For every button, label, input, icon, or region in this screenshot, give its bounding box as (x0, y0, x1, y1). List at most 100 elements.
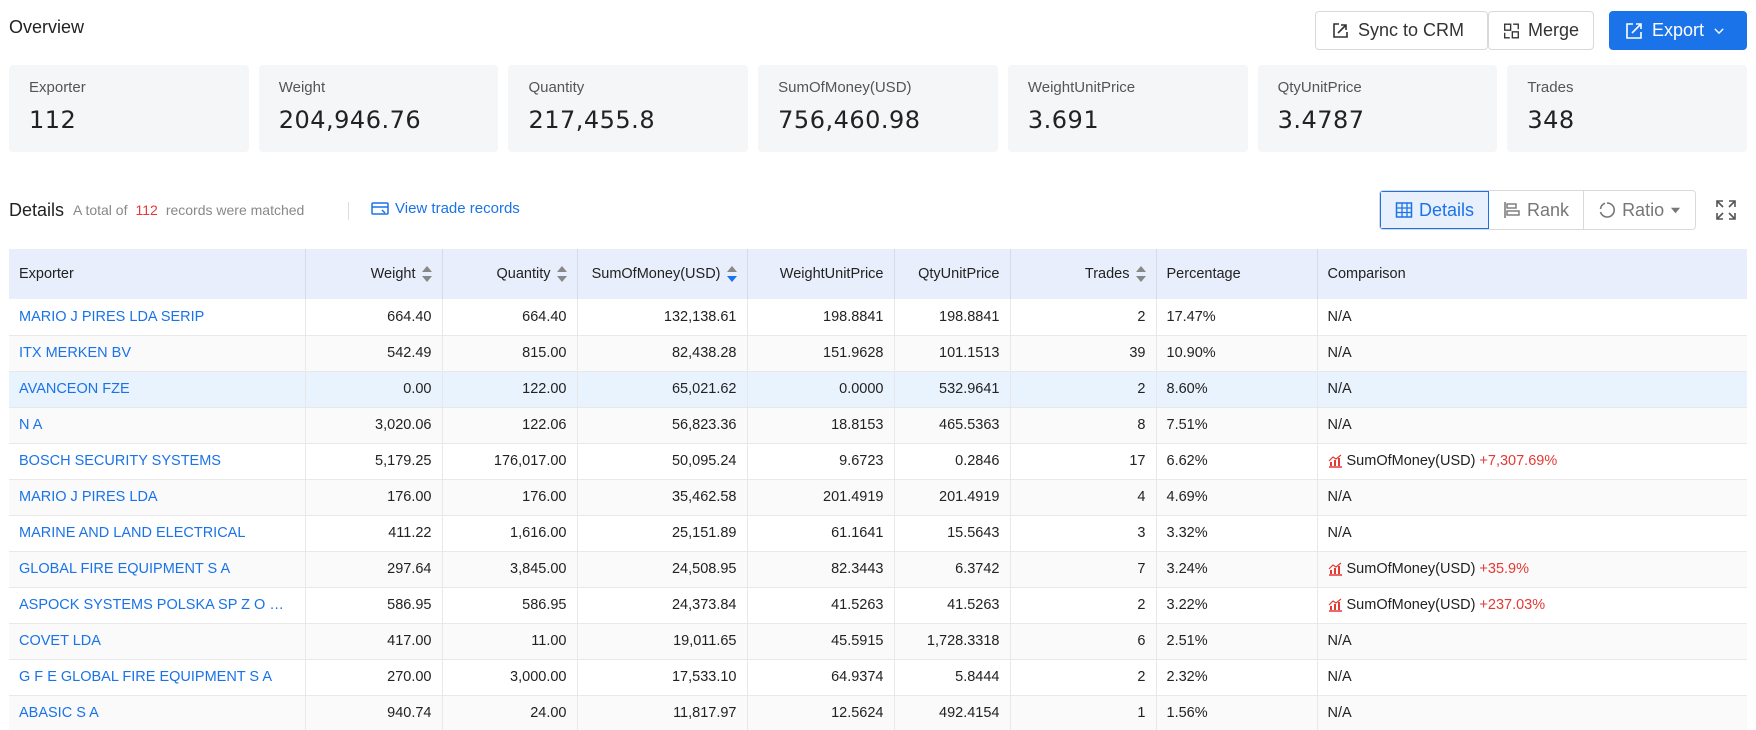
cell-quantity: 24.00 (442, 695, 578, 730)
view-ratio-button[interactable]: Ratio (1584, 191, 1696, 229)
cell-quantity: 3,845.00 (442, 551, 578, 588)
cell-weight: 270.00 (305, 659, 443, 696)
records-summary: A total of 112 records were matched (73, 202, 304, 218)
stat-value: 217,455.8 (528, 106, 656, 134)
cell-qtyunitprice: 198.8841 (894, 299, 1011, 336)
cell-percentage: 6.62% (1156, 443, 1318, 480)
cell-comparison: SumOfMoney(USD) +7,307.69% (1317, 443, 1747, 480)
view-switcher: Details Rank Ratio (1379, 190, 1697, 230)
stat-value: 3.691 (1027, 106, 1100, 134)
divider (348, 202, 349, 220)
cell-sumofmoney-usd: 25,151.89 (577, 515, 748, 552)
stat-weight-unit-price: WeightUnitPrice 3.691 (1007, 65, 1248, 152)
cell-comparison: N/A (1317, 407, 1747, 444)
table-row[interactable]: MARIO J PIRES LDA SERIP 664.40 664.40 132,1… (9, 299, 1747, 336)
view-rank-button[interactable]: Rank (1489, 191, 1585, 229)
sort-desc-icon[interactable] (726, 266, 737, 283)
table-row[interactable]: MARINE AND LAND ELECTRICAL 411.22 1,616.00… (9, 515, 1747, 552)
sort-icon[interactable] (421, 266, 432, 283)
table-row[interactable]: GLOBAL FIRE EQUIPMENT S A 297.64 3,845.00 2… (9, 551, 1747, 588)
stats-row: Exporter 112 Weight 204,946.76 Quantity … (9, 65, 1748, 152)
stat-value: 756,460.98 (778, 106, 921, 134)
cell-trades: 2 (1010, 587, 1157, 624)
cell-sumofmoney-usd: 24,508.95 (577, 551, 748, 588)
export-icon (1626, 22, 1642, 39)
stat-exporter: Exporter 112 (9, 65, 249, 152)
view-details-label: Details (1419, 199, 1475, 220)
comparison-metric: SumOfMoney(USD) (1346, 561, 1476, 577)
cell-sumofmoney-usd: 17,533.10 (577, 659, 748, 696)
sort-icon[interactable] (1135, 266, 1146, 283)
col-quantity[interactable]: Quantity (442, 249, 578, 299)
stat-label: QtyUnitPrice (1277, 79, 1362, 96)
cell-weightunitprice: 82.3443 (747, 551, 895, 588)
table-row[interactable]: BOSCH SECURITY SYSTEMS 5,179.25 176,017.00… (9, 443, 1747, 480)
cell-trades: 6 (1010, 623, 1157, 660)
sort-icon[interactable] (556, 266, 567, 283)
exporter-link[interactable]: MARIO J PIRES LDA (9, 479, 306, 516)
table-row[interactable]: MARIO J PIRES LDA 176.00 176.00 35,462.58 20… (9, 479, 1747, 516)
exporter-link[interactable]: ITX MERKEN BV (9, 335, 306, 372)
stat-label: Quantity (528, 79, 585, 96)
table-row[interactable]: ITX MERKEN BV 542.49 815.00 82,438.28 151.96… (9, 335, 1747, 372)
stat-value: 112 (29, 106, 77, 134)
table-body: MARIO J PIRES LDA SERIP 664.40 664.40 132,1… (9, 299, 1747, 730)
exporter-link[interactable]: ASPOCK SYSTEMS POLSKA SP Z O O UL BY... (9, 587, 306, 624)
details-bar: Details A total of 112 records were matche… (9, 190, 1747, 230)
cell-quantity: 586.95 (442, 587, 578, 624)
cell-comparison: SumOfMoney(USD) +237.03% (1317, 587, 1747, 624)
col-percentage: Percentage (1156, 249, 1318, 299)
cell-comparison: N/A (1317, 371, 1747, 408)
export-button[interactable]: Export (1609, 11, 1747, 50)
cell-trades: 8 (1010, 407, 1157, 444)
cell-qtyunitprice: 101.1513 (894, 335, 1011, 372)
cell-comparison: N/A (1317, 695, 1747, 730)
comparison-change: +35.9% (1479, 561, 1530, 577)
col-qty-unit-price: QtyUnitPrice (894, 249, 1011, 299)
view-rank-label: Rank (1527, 199, 1570, 220)
caret-down-icon (1671, 207, 1681, 213)
col-trades[interactable]: Trades (1010, 249, 1157, 299)
view-details-button[interactable]: Details (1380, 191, 1490, 229)
exporter-link[interactable]: GLOBAL FIRE EQUIPMENT S A (9, 551, 306, 588)
cell-percentage: 1.56% (1156, 695, 1318, 730)
cell-trades: 2 (1010, 659, 1157, 696)
cell-weight: 664.40 (305, 299, 443, 336)
exporter-link[interactable]: MARINE AND LAND ELECTRICAL (9, 515, 306, 552)
stat-label: SumOfMoney(USD) (778, 79, 912, 96)
exporter-link[interactable]: G F E GLOBAL FIRE EQUIPMENT S A (9, 659, 306, 696)
stat-quantity: Quantity 217,455.8 (508, 65, 749, 152)
cell-quantity: 1,616.00 (442, 515, 578, 552)
cell-weightunitprice: 18.8153 (747, 407, 895, 444)
sync-to-crm-button[interactable]: Sync to CRM (1315, 11, 1488, 50)
cell-qtyunitprice: 15.5643 (894, 515, 1011, 552)
col-weight[interactable]: Weight (305, 249, 443, 299)
exporter-link[interactable]: COVET LDA (9, 623, 306, 660)
stat-label: WeightUnitPrice (1027, 79, 1136, 96)
stat-label: Exporter (29, 79, 86, 96)
merge-label: Merge (1527, 20, 1579, 40)
cell-sumofmoney-usd: 65,021.62 (577, 371, 748, 408)
merge-button[interactable]: Merge (1488, 11, 1594, 50)
table-row[interactable]: COVET LDA 417.00 11.00 19,011.65 45.5915 1,72… (9, 623, 1747, 660)
exporter-link[interactable]: BOSCH SECURITY SYSTEMS (9, 443, 306, 480)
stat-trades: Trades 348 (1507, 65, 1748, 152)
col-sum-of-money[interactable]: SumOfMoney(USD) (577, 249, 748, 299)
table-row[interactable]: N A 3,020.06 122.06 56,823.36 18.8153 465.536… (9, 407, 1747, 444)
table-row[interactable]: ABASIC S A 940.74 24.00 11,817.97 12.5624 492… (9, 695, 1747, 730)
view-trade-records-link[interactable]: View trade records (371, 200, 520, 217)
comparison-value: SumOfMoney(USD) +35.9% (1328, 561, 1737, 577)
exporter-link[interactable]: ABASIC S A (9, 695, 306, 730)
cell-weight: 586.95 (305, 587, 443, 624)
exporter-link[interactable]: N A (9, 407, 306, 444)
cell-weight: 411.22 (305, 515, 443, 552)
table-row[interactable]: ASPOCK SYSTEMS POLSKA SP Z O O UL BY... 5… (9, 587, 1747, 624)
table-row[interactable]: G F E GLOBAL FIRE EQUIPMENT S A 270.00 3,0… (9, 659, 1747, 696)
cell-trades: 17 (1010, 443, 1157, 480)
exporter-link[interactable]: MARIO J PIRES LDA SERIP (9, 299, 306, 336)
table-row[interactable]: AVANCEON FZE 0.00 122.00 65,021.62 0.0000 532… (9, 371, 1747, 408)
fullscreen-icon[interactable] (1714, 198, 1738, 222)
cell-weightunitprice: 45.5915 (747, 623, 895, 660)
records-icon (371, 201, 389, 215)
exporter-link[interactable]: AVANCEON FZE (9, 371, 306, 408)
